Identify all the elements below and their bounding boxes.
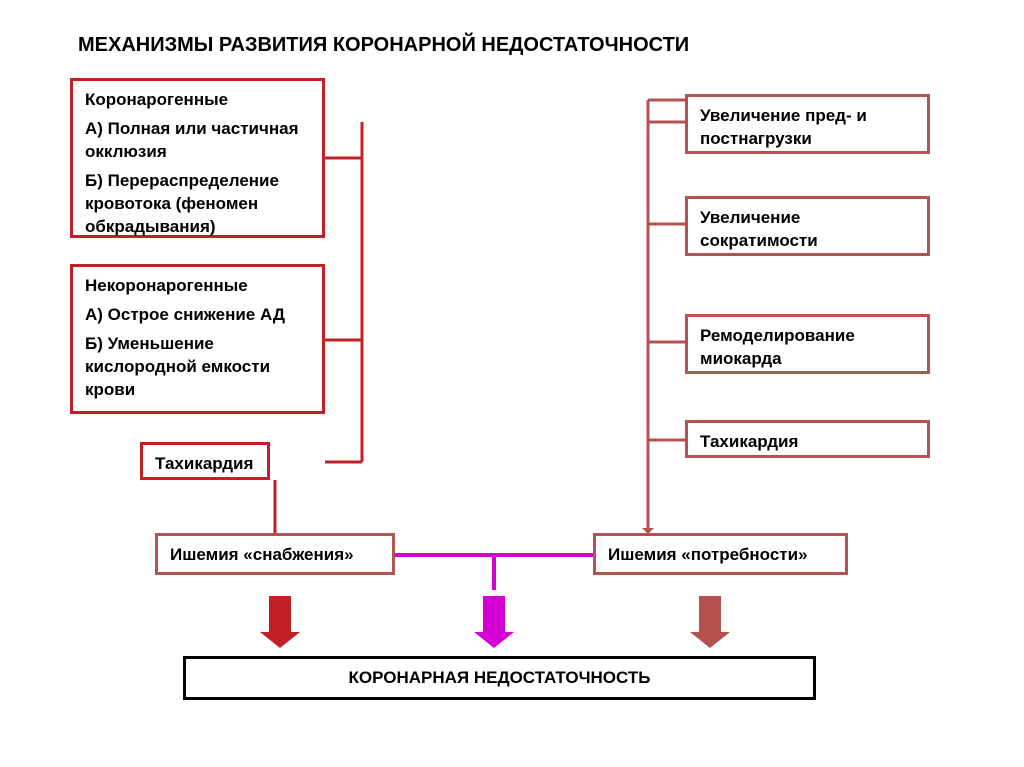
node-ischemia-demand: Ишемия «потребности» [593,533,848,575]
node-contractility: Увеличение сократимости [685,196,930,256]
diagram-title: МЕХАНИЗМЫ РАЗВИТИЯ КОРОНАРНОЙ НЕДОСТАТОЧ… [78,34,689,57]
node-noncoronarogenic: НекоронарогенныеА) Острое снижение АДБ) … [70,264,325,414]
node-coronarogenic: КоронарогенныеА) Полная или частичная ок… [70,78,325,238]
node-tachycardia-right: Тахикардия [685,420,930,458]
node-tachycardia-left: Тахикардия [140,442,270,480]
node-remodeling: Ремоделирование миокарда [685,314,930,374]
node-coronary-insufficiency: КОРОНАРНАЯ НЕДОСТАТОЧНОСТЬ [183,656,816,700]
node-ischemia-supply: Ишемия «снабжения» [155,533,395,575]
node-preload-afterload: Увеличение пред- и постнагрузки [685,94,930,154]
